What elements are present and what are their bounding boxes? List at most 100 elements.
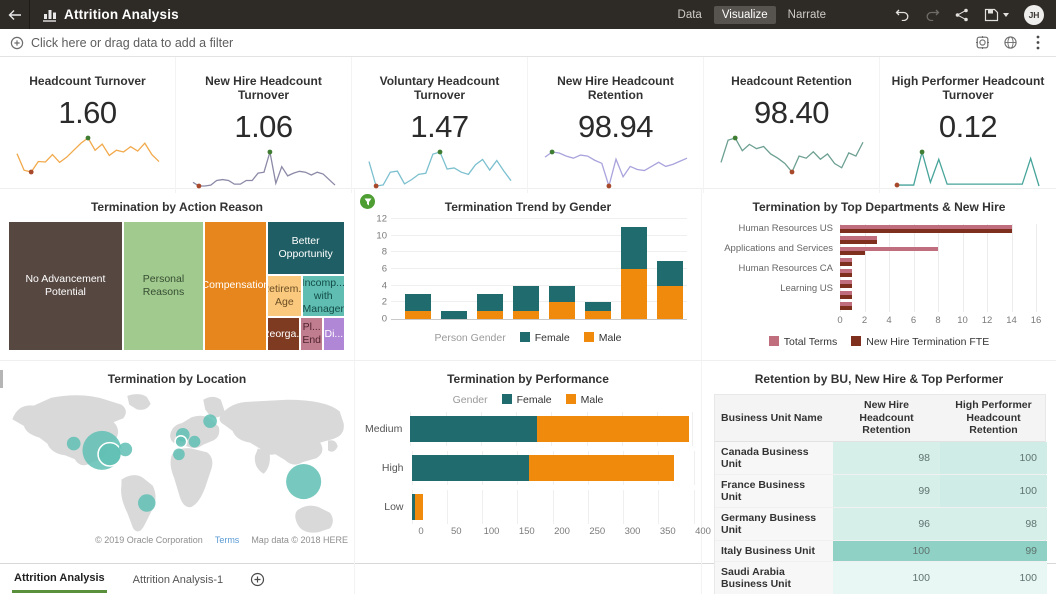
treemap-tile[interactable]: Di...	[324, 318, 344, 350]
share-icon[interactable]	[954, 7, 970, 23]
category-label: Medium	[365, 423, 403, 435]
column-header[interactable]: New Hire Headcount Retention	[859, 399, 914, 437]
stacked-bar[interactable]	[477, 294, 503, 319]
bar-new-hire-termination[interactable]	[840, 295, 853, 299]
stacked-bar[interactable]	[405, 294, 431, 319]
bar-total-terms[interactable]	[840, 291, 853, 295]
save-menu-button[interactable]	[984, 7, 1010, 23]
bar-total-terms[interactable]	[840, 225, 1012, 229]
x-tick-label: 0	[418, 526, 424, 537]
bar-segment-female	[411, 494, 416, 520]
table-row[interactable]: Saudi Arabia Business Unit 100 100	[715, 562, 1047, 594]
map-bubble[interactable]	[118, 442, 133, 457]
bar-total-terms[interactable]	[840, 247, 938, 251]
bar-total-terms[interactable]	[840, 236, 877, 240]
stacked-bar[interactable]	[411, 494, 683, 520]
undo-icon[interactable]	[894, 7, 910, 23]
treemap-tile[interactable]: Compensation	[205, 222, 266, 350]
treemap-tile[interactable]: Incomp... with Manager	[302, 276, 344, 317]
kpi-tile[interactable]: High Performer Headcount Turnover 0.12	[880, 57, 1056, 193]
back-button[interactable]	[0, 0, 30, 29]
bar-new-hire-termination[interactable]	[840, 306, 853, 310]
table-row[interactable]: Italy Business Unit 100 99	[715, 541, 1047, 563]
departments-title: Termination by Top Departments & New Hir…	[752, 200, 1006, 214]
retention-table-title: Retention by BU, New Hire & Top Performe…	[754, 372, 1004, 386]
gridline	[391, 218, 687, 219]
tab-data[interactable]: Data	[677, 8, 702, 21]
legend-item[interactable]: Female	[519, 332, 570, 344]
legend-item[interactable]: New Hire Termination FTE	[851, 336, 989, 348]
bar-segment-male	[537, 416, 689, 442]
stacked-bar[interactable]	[513, 285, 539, 319]
bar-new-hire-termination[interactable]	[840, 251, 865, 255]
legend-item[interactable]: Male	[583, 332, 622, 344]
canvas-tab-1[interactable]: Attrition Analysis	[12, 565, 107, 593]
tab-narrate[interactable]: Narrate	[787, 8, 826, 21]
treemap-tile[interactable]: Reorga...	[267, 318, 300, 350]
add-canvas-icon[interactable]	[249, 571, 265, 587]
column-header[interactable]: Business Unit Name	[721, 411, 823, 424]
legend-item[interactable]: Male	[565, 394, 603, 406]
treemap-tile[interactable]: Better Opportunity	[267, 222, 344, 275]
bar-total-terms[interactable]	[840, 302, 853, 306]
tab-visualize[interactable]: Visualize	[713, 5, 776, 24]
bar-total-terms[interactable]	[840, 258, 853, 262]
treemap-tile[interactable]: Personal Reasons	[123, 222, 204, 350]
table-row[interactable]: France Business Unit 99 100	[715, 474, 1047, 509]
stacked-bar[interactable]	[411, 455, 683, 481]
treemap-tile[interactable]: No Advancement Potential	[9, 222, 122, 350]
kpi-tile[interactable]: New Hire Headcount Retention 98.94	[528, 57, 704, 193]
kpi-tile[interactable]: Headcount Retention 98.40	[704, 57, 880, 193]
bar-new-hire-termination[interactable]	[840, 262, 853, 266]
kpi-tile[interactable]: Headcount Turnover 1.60	[0, 57, 176, 193]
bar-new-hire-termination[interactable]	[840, 273, 853, 277]
menu-kebab-icon[interactable]	[1030, 35, 1046, 51]
bar-segment-female	[513, 285, 539, 311]
stacked-bar[interactable]	[657, 260, 683, 319]
x-tick-label: 10	[957, 315, 968, 326]
canvas-tab-2[interactable]: Attrition Analysis-1	[132, 573, 224, 586]
stacked-bar[interactable]	[621, 227, 647, 319]
column-header[interactable]: High Performer Headcount Retention	[955, 399, 1032, 437]
kpi-tile[interactable]: New Hire Headcount Turnover 1.06	[176, 57, 352, 193]
stacked-bar[interactable]	[441, 310, 467, 319]
legend-item[interactable]: Female	[501, 394, 552, 406]
bu-name-cell: Italy Business Unit	[715, 541, 833, 562]
legend-item[interactable]: Total Terms	[768, 336, 837, 348]
add-filter-control[interactable]: Click here or drag data to add a filter	[10, 36, 233, 50]
legend-swatch	[565, 394, 576, 404]
category-label: Learning US	[780, 283, 833, 294]
bar-new-hire-termination[interactable]	[840, 240, 877, 244]
map-bubble[interactable]	[97, 441, 123, 467]
treemap-tile[interactable]: Retirem... Age	[267, 276, 301, 317]
avatar[interactable]: JH	[1024, 4, 1044, 25]
redo-icon[interactable]	[924, 7, 940, 23]
filter-settings-icon[interactable]	[974, 35, 990, 51]
bar-new-hire-termination[interactable]	[840, 284, 853, 288]
globe-icon[interactable]	[1002, 35, 1018, 51]
bar-new-hire-termination[interactable]	[840, 229, 1012, 233]
stacked-bar[interactable]	[549, 285, 575, 319]
bar-total-terms[interactable]	[840, 269, 853, 273]
bar-total-terms[interactable]	[840, 280, 853, 284]
map-bubble[interactable]	[138, 494, 156, 512]
stacked-bar[interactable]	[585, 302, 611, 319]
map-bubble[interactable]	[174, 435, 188, 449]
map-bubble[interactable]	[66, 436, 81, 451]
table-row[interactable]: Canada Business Unit 98 100	[715, 441, 1047, 475]
map-bubble[interactable]	[173, 448, 185, 461]
kpi-tile[interactable]: Voluntary Headcount Turnover 1.47	[352, 57, 528, 193]
performance-visual: Termination by Performance Gender Female M…	[355, 361, 711, 594]
treemap-tile[interactable]: Pl... End	[301, 318, 323, 350]
new-hire-retention-cell: 100	[833, 541, 940, 562]
table-row[interactable]: Germany Business Unit 96 98	[715, 508, 1047, 542]
stacked-bar[interactable]	[410, 416, 689, 442]
map-bubble[interactable]	[188, 435, 201, 448]
map-terms-link[interactable]: Terms	[214, 535, 240, 545]
x-tick-label: 200	[554, 526, 570, 537]
filter-applied-badge[interactable]	[360, 194, 375, 209]
map-bubble[interactable]	[286, 464, 322, 500]
map-bubble[interactable]	[203, 414, 217, 428]
viz-row-2: Termination by Action Reason No Advancem…	[0, 189, 1056, 361]
panel-grip[interactable]	[0, 370, 3, 388]
